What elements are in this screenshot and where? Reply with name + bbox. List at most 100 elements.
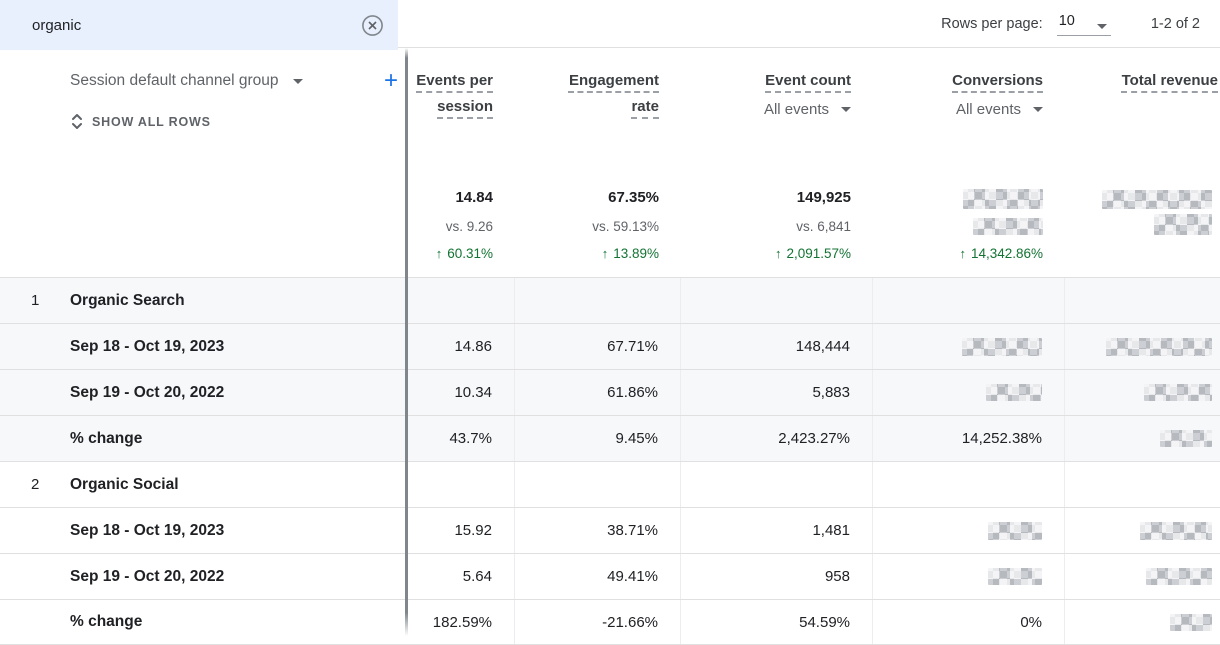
redacted-value (988, 521, 1042, 540)
up-arrow-icon: ↑ (435, 246, 443, 261)
dimension-cell: Sep 19 - Oct 20, 2022 (0, 370, 407, 415)
empty-cell (873, 462, 1065, 507)
summary-value: 14.84 (455, 189, 493, 206)
column-header-engagement-rate: Engagement rate (515, 48, 681, 135)
table-row[interactable]: Sep 19 - Oct 20, 2022 10.34 61.86% 5,883 (0, 369, 1220, 415)
metric-value: 958 (824, 568, 850, 585)
metric-value: 9.45% (615, 430, 658, 447)
metric-cell: 38.71% (515, 508, 681, 553)
empty-cell (407, 278, 515, 323)
metric-cell (873, 324, 1065, 369)
redacted-value (1160, 430, 1212, 447)
metric-cell (1065, 508, 1220, 553)
metric-cell: 14,252.38% (873, 416, 1065, 461)
summary-change: ↑ 2,091.57% (775, 246, 851, 262)
table-row[interactable]: % change 43.7% 9.45% 2,423.27% 14,252.38… (0, 415, 1220, 461)
metric-cell: 9.45% (515, 416, 681, 461)
chevron-down-icon (1096, 24, 1107, 29)
date-range-label: Sep 18 - Oct 19, 2023 (70, 521, 225, 539)
metric-value: 49.41% (607, 568, 658, 585)
metric-value: 61.86% (607, 384, 658, 401)
summary-total-revenue (1065, 135, 1220, 277)
search-input[interactable] (32, 16, 360, 34)
data-table: Session default channel group + SHOW ALL… (0, 48, 1220, 645)
chevron-down-icon (841, 107, 851, 112)
metric-value: 14.86 (454, 338, 492, 355)
up-arrow-icon: ↑ (959, 246, 966, 261)
dimension-header-cell: Session default channel group + SHOW ALL… (0, 48, 407, 135)
dimension-cell: Sep 18 - Oct 19, 2023 (0, 508, 407, 553)
summary-events-per-session: 14.84 vs. 9.26 ↑ 60.31% (407, 135, 515, 277)
redacted-value (1144, 384, 1212, 401)
clear-search-button[interactable] (360, 13, 384, 37)
date-range-label: Sep 19 - Oct 20, 2022 (70, 567, 225, 585)
summary-value: 67.35% (608, 189, 659, 206)
metric-cell: 54.59% (681, 600, 873, 644)
redacted-value (973, 218, 1043, 235)
metric-cell: 0% (873, 600, 1065, 644)
table-row[interactable]: Sep 19 - Oct 20, 2022 5.64 49.41% 958 (0, 553, 1220, 599)
column-header-label[interactable]: Conversions (952, 72, 1043, 89)
show-all-rows-button[interactable]: SHOW ALL ROWS (70, 112, 211, 131)
table-row[interactable]: 1 Organic Search (0, 277, 1220, 323)
metric-cell: 2,423.27% (681, 416, 873, 461)
metric-cell: 14.86 (407, 324, 515, 369)
table-row[interactable]: Sep 18 - Oct 19, 2023 15.92 38.71% 1,481 (0, 507, 1220, 553)
column-resize-divider[interactable] (405, 48, 408, 636)
metric-cell: 148,444 (681, 324, 873, 369)
table-search-bar (0, 0, 398, 50)
empty-cell (873, 278, 1065, 323)
add-dimension-button[interactable]: + (383, 67, 398, 94)
rows-per-page-value: 10 (1058, 13, 1075, 29)
empty-cell (407, 462, 515, 507)
metric-cell (1065, 600, 1220, 644)
redacted-value (986, 384, 1042, 401)
summary-value: 149,925 (796, 189, 851, 206)
metric-value: 5,883 (812, 384, 850, 401)
summary-engagement-rate: 67.35% vs. 59.13% ↑ 13.89% (515, 135, 681, 277)
metric-cell: 43.7% (407, 416, 515, 461)
redacted-value (988, 568, 1042, 585)
dimension-cell: Sep 19 - Oct 20, 2022 (0, 554, 407, 599)
show-all-rows-label: SHOW ALL ROWS (92, 114, 211, 129)
pagination-toolbar: Rows per page: 10 1-2 of 2 (398, 0, 1220, 48)
rows-per-page-select[interactable]: 10 (1056, 11, 1111, 36)
metric-cell: 182.59% (407, 600, 515, 644)
metric-cell (1065, 554, 1220, 599)
chevron-down-icon (1033, 107, 1043, 112)
metric-value: 5.64 (462, 568, 492, 585)
conversions-filter-dropdown[interactable]: All events (956, 101, 1043, 118)
table-row[interactable]: % change 182.59% -21.66% 54.59% 0% (0, 599, 1220, 645)
metric-cell: -21.66% (515, 600, 681, 644)
summary-change-value: 14,342.86% (970, 246, 1043, 261)
metric-cell: 67.71% (515, 324, 681, 369)
event-filter-dropdown[interactable]: All events (764, 101, 851, 118)
column-header-label[interactable]: Engagement rate (568, 72, 659, 115)
metric-cell: 10.34 (407, 370, 515, 415)
empty-cell (1065, 278, 1220, 323)
column-header-label[interactable]: Events per session (416, 72, 493, 115)
summary-change-value: 13.89% (613, 246, 659, 261)
column-header-label[interactable]: Event count (765, 72, 851, 89)
date-range-label: Sep 18 - Oct 19, 2023 (70, 337, 225, 355)
metric-cell (873, 370, 1065, 415)
redacted-value (1170, 613, 1212, 631)
up-arrow-icon: ↑ (774, 246, 782, 261)
conversions-filter-value: All events (955, 101, 1021, 118)
redacted-value (1154, 214, 1212, 235)
column-header-conversions: Conversions All events (873, 48, 1065, 135)
metric-cell (1065, 370, 1220, 415)
dimension-cell: Sep 18 - Oct 19, 2023 (0, 324, 407, 369)
dimension-cell: 1 Organic Search (0, 278, 407, 323)
dimension-cell: % change (0, 600, 407, 644)
dimension-selector[interactable]: Session default channel group + (70, 67, 398, 94)
summary-change-value: 2,091.57% (786, 246, 851, 261)
column-header-label[interactable]: Total revenue (1121, 72, 1218, 89)
metric-value: 38.71% (607, 522, 658, 539)
percent-change-label: % change (70, 429, 143, 447)
table-row[interactable]: 2 Organic Social (0, 461, 1220, 507)
redacted-value (1146, 568, 1212, 585)
empty-cell (515, 278, 681, 323)
table-row[interactable]: Sep 18 - Oct 19, 2023 14.86 67.71% 148,4… (0, 323, 1220, 369)
metric-value: 10.34 (454, 384, 492, 401)
